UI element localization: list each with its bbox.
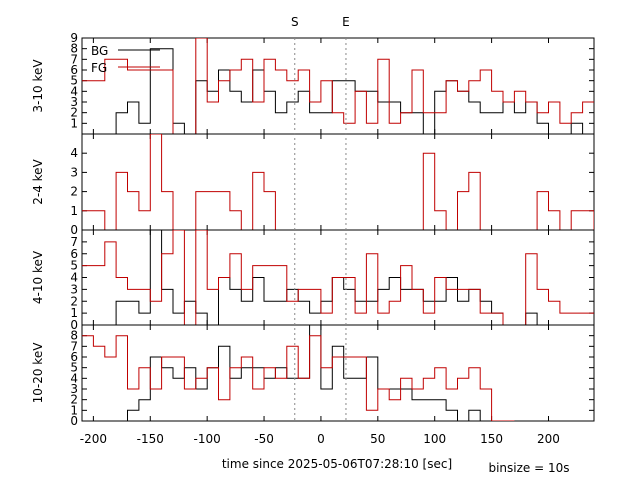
y-tick-label: 5 bbox=[70, 361, 78, 375]
x-tick-label: 50 bbox=[370, 432, 385, 446]
y-tick-label: 6 bbox=[70, 247, 78, 261]
y-tick-label: 7 bbox=[70, 339, 78, 353]
y-axis-label: 10-20 keV bbox=[31, 342, 45, 404]
legend-label-fg: FG bbox=[91, 61, 107, 75]
y-tick-label: 7 bbox=[70, 235, 78, 249]
series-fg bbox=[82, 38, 594, 134]
y-tick-label: 0 bbox=[70, 223, 78, 237]
y-tick-label: 4 bbox=[70, 84, 78, 98]
y-tick-label: 3 bbox=[70, 282, 78, 296]
legend: BG FG bbox=[91, 44, 160, 75]
y-tick-label: 1 bbox=[70, 403, 78, 417]
y-tick-label: 6 bbox=[70, 350, 78, 364]
y-tick-label: 0 bbox=[70, 318, 78, 332]
y-tick-label: 4 bbox=[70, 146, 78, 160]
y-tick-label: 4 bbox=[70, 271, 78, 285]
y-tick-label: 2 bbox=[70, 106, 78, 120]
y-tick-label: 5 bbox=[70, 74, 78, 88]
x-tick-label: 150 bbox=[480, 432, 503, 446]
binsize-note: binsize = 10s bbox=[488, 461, 569, 475]
y-tick-label: 3 bbox=[70, 382, 78, 396]
series-bg bbox=[82, 230, 549, 325]
x-tick-label: -50 bbox=[254, 432, 274, 446]
panel-frame bbox=[81, 37, 595, 135]
y-tick-label: 2 bbox=[70, 393, 78, 407]
y-tick-label: 3 bbox=[70, 165, 78, 179]
y-tick-label: 9 bbox=[70, 31, 78, 45]
y-tick-label: 1 bbox=[70, 204, 78, 218]
y-tick-label: 8 bbox=[70, 42, 78, 56]
y-tick-label: 1 bbox=[70, 306, 78, 320]
y-axis-label: 4-10 keV bbox=[31, 250, 45, 304]
marker-label-s: S bbox=[291, 15, 299, 29]
x-tick-label: -100 bbox=[194, 432, 221, 446]
y-tick-label: 6 bbox=[70, 63, 78, 77]
series-fg bbox=[82, 134, 594, 230]
x-tick-label: 100 bbox=[423, 432, 446, 446]
y-tick-label: 2 bbox=[70, 294, 78, 308]
y-tick-label: 8 bbox=[70, 329, 78, 343]
y-tick-label: 0 bbox=[70, 414, 78, 428]
x-tick-label: -200 bbox=[80, 432, 107, 446]
panel-1: 0 1 2 3 4 2-4 keV bbox=[31, 133, 595, 237]
y-axis-label: 3-10 keV bbox=[31, 59, 45, 113]
y-tick-label: 5 bbox=[70, 259, 78, 273]
y-tick-label: 1 bbox=[70, 116, 78, 130]
x-tick-label: 200 bbox=[537, 432, 560, 446]
marker-label-e: E bbox=[342, 15, 350, 29]
panel-frame bbox=[81, 133, 595, 231]
x-tick-label: 0 bbox=[317, 432, 325, 446]
y-tick-label: 7 bbox=[70, 52, 78, 66]
y-tick-label: 4 bbox=[70, 371, 78, 385]
series-fg bbox=[82, 335, 515, 421]
y-tick-label: 3 bbox=[70, 95, 78, 109]
x-axis-label: time since 2025-05-06T07:28:10 [sec] bbox=[222, 457, 452, 471]
panel-frame bbox=[81, 324, 595, 422]
series-fg bbox=[82, 230, 594, 325]
legend-label-bg: BG bbox=[91, 44, 108, 58]
y-axis-label: 2-4 keV bbox=[31, 158, 45, 204]
y-tick-label: 2 bbox=[70, 185, 78, 199]
x-tick-label: -150 bbox=[137, 432, 164, 446]
